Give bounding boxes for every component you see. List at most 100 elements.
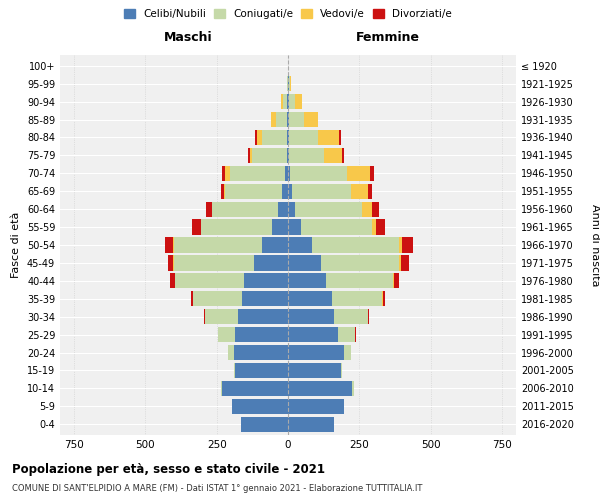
- Bar: [288, 309, 334, 324]
- Bar: [352, 381, 353, 396]
- Bar: [383, 291, 385, 306]
- Bar: [338, 327, 355, 342]
- Bar: [170, 273, 175, 288]
- Bar: [234, 345, 288, 360]
- Bar: [232, 398, 288, 414]
- Bar: [174, 238, 262, 252]
- Bar: [285, 166, 288, 181]
- Bar: [290, 166, 347, 181]
- Bar: [255, 130, 257, 145]
- Text: Popolazione per età, sesso e stato civile - 2021: Popolazione per età, sesso e stato civil…: [12, 462, 325, 475]
- Bar: [312, 238, 399, 252]
- Bar: [174, 256, 254, 270]
- Bar: [289, 148, 323, 163]
- Bar: [244, 273, 288, 288]
- Bar: [205, 309, 238, 324]
- Bar: [350, 184, 368, 199]
- Bar: [226, 184, 283, 199]
- Bar: [287, 112, 288, 127]
- Bar: [334, 309, 368, 324]
- Bar: [228, 345, 234, 360]
- Bar: [394, 273, 400, 288]
- Bar: [295, 94, 302, 109]
- Bar: [342, 148, 344, 163]
- Bar: [226, 166, 230, 181]
- Bar: [288, 130, 289, 145]
- Bar: [221, 184, 224, 199]
- Bar: [372, 220, 376, 234]
- Bar: [288, 273, 326, 288]
- Bar: [341, 363, 342, 378]
- Bar: [253, 148, 287, 163]
- Bar: [370, 166, 374, 181]
- Bar: [248, 148, 250, 163]
- Bar: [304, 112, 318, 127]
- Bar: [201, 220, 272, 234]
- Bar: [340, 130, 341, 145]
- Bar: [288, 148, 289, 163]
- Bar: [332, 291, 382, 306]
- Bar: [289, 130, 318, 145]
- Text: COMUNE DI SANT'ELPIDIO A MARE (FM) - Dati ISTAT 1° gennaio 2021 - Elaborazione T: COMUNE DI SANT'ELPIDIO A MARE (FM) - Dat…: [12, 484, 422, 493]
- Bar: [321, 256, 399, 270]
- Bar: [326, 273, 394, 288]
- Y-axis label: Fasce di età: Fasce di età: [11, 212, 21, 278]
- Bar: [362, 202, 372, 217]
- Bar: [288, 327, 338, 342]
- Bar: [289, 112, 304, 127]
- Bar: [288, 256, 321, 270]
- Bar: [192, 220, 200, 234]
- Bar: [235, 363, 288, 378]
- Bar: [288, 112, 289, 127]
- Bar: [372, 202, 379, 217]
- Bar: [223, 381, 288, 396]
- Bar: [344, 345, 350, 360]
- Bar: [288, 416, 334, 432]
- Bar: [242, 291, 288, 306]
- Bar: [288, 202, 295, 217]
- Bar: [289, 76, 290, 92]
- Bar: [235, 327, 288, 342]
- Legend: Celibi/Nubili, Coniugati/e, Vedovi/e, Divorziati/e: Celibi/Nubili, Coniugati/e, Vedovi/e, Di…: [120, 5, 456, 24]
- Bar: [206, 202, 212, 217]
- Bar: [173, 238, 174, 252]
- Text: Maschi: Maschi: [164, 31, 212, 44]
- Bar: [301, 220, 372, 234]
- Bar: [234, 363, 235, 378]
- Bar: [288, 345, 344, 360]
- Bar: [191, 291, 193, 306]
- Bar: [250, 148, 253, 163]
- Bar: [399, 256, 401, 270]
- Bar: [368, 184, 372, 199]
- Bar: [287, 148, 288, 163]
- Bar: [368, 309, 369, 324]
- Bar: [230, 166, 285, 181]
- Bar: [204, 309, 205, 324]
- Bar: [224, 184, 226, 199]
- Bar: [288, 184, 292, 199]
- Bar: [399, 238, 402, 252]
- Bar: [288, 166, 290, 181]
- Bar: [290, 76, 292, 92]
- Bar: [288, 238, 312, 252]
- Y-axis label: Anni di nascita: Anni di nascita: [590, 204, 600, 286]
- Bar: [262, 130, 287, 145]
- Bar: [238, 309, 288, 324]
- Bar: [218, 327, 235, 342]
- Bar: [288, 363, 341, 378]
- Bar: [276, 112, 287, 127]
- Bar: [402, 238, 413, 252]
- Text: Femmine: Femmine: [356, 31, 420, 44]
- Bar: [376, 220, 385, 234]
- Bar: [241, 416, 288, 432]
- Bar: [262, 238, 288, 252]
- Bar: [175, 273, 244, 288]
- Bar: [401, 256, 409, 270]
- Bar: [283, 94, 287, 109]
- Bar: [278, 202, 288, 217]
- Bar: [292, 184, 350, 199]
- Bar: [221, 381, 223, 396]
- Bar: [223, 166, 226, 181]
- Bar: [283, 184, 288, 199]
- Bar: [288, 220, 301, 234]
